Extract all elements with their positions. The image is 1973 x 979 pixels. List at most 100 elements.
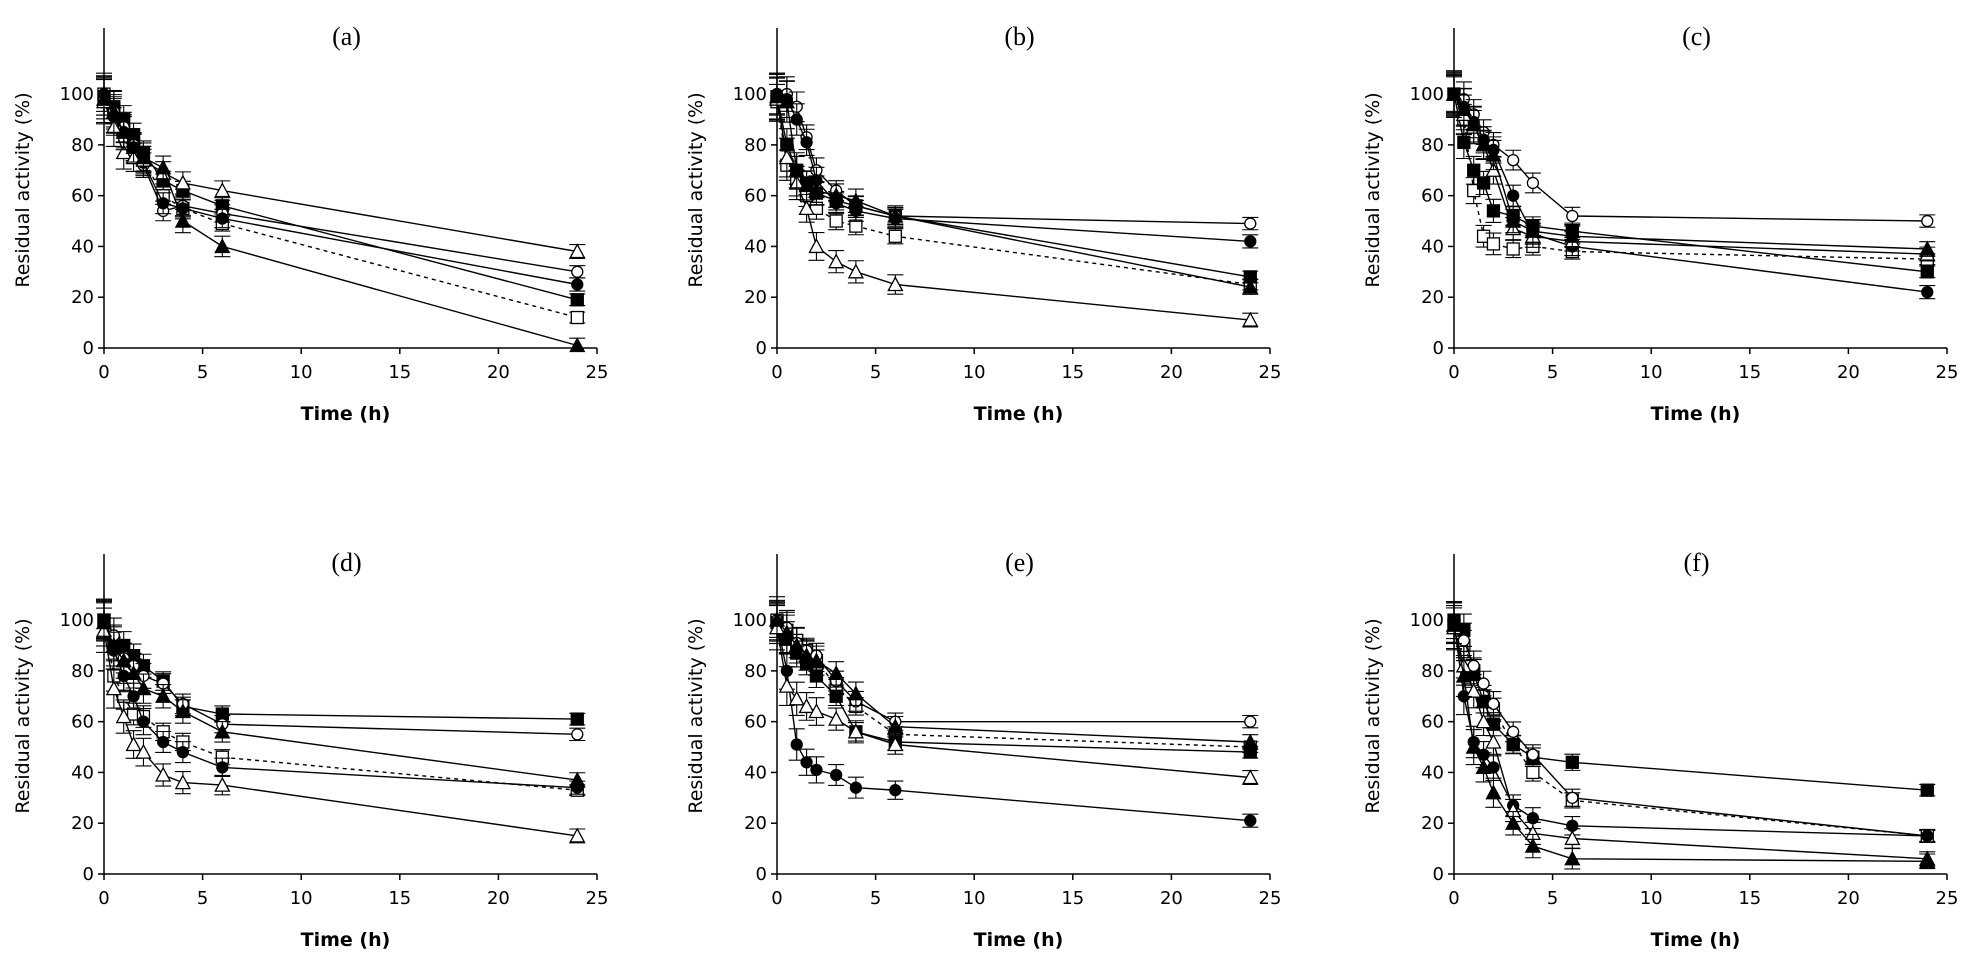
data-point-circle — [790, 738, 803, 751]
data-point-triangle — [1524, 837, 1541, 853]
data-point-circle — [1244, 235, 1257, 248]
data-point-triangle — [214, 723, 231, 739]
series-open-square — [1446, 76, 1936, 266]
data-point-triangle — [778, 677, 795, 693]
data-point-circle — [1507, 725, 1520, 738]
data-point-circle — [1507, 189, 1520, 202]
y-tick-label: 0 — [756, 338, 767, 359]
data-point-circle — [216, 212, 229, 225]
x-tick-label: 5 — [870, 888, 881, 909]
data-point-triangle — [135, 743, 152, 759]
data-point-circle — [1244, 814, 1257, 827]
y-tick-label: 20 — [1421, 813, 1444, 834]
x-tick-label: 20 — [1837, 888, 1860, 909]
data-point-triangle — [768, 611, 786, 627]
x-tick-label: 0 — [98, 362, 109, 383]
data-point-square — [888, 229, 902, 243]
y-tick-label: 80 — [1421, 661, 1444, 682]
data-point-triangle — [214, 182, 231, 198]
x-tick-label: 20 — [1160, 888, 1183, 909]
data-point-triangle — [1475, 713, 1492, 729]
data-point-triangle — [1505, 212, 1522, 228]
series-open-circle — [1446, 73, 1936, 228]
series-line — [776, 622, 1251, 753]
data-point-triangle — [1445, 85, 1463, 101]
y-tick-label: 40 — [1421, 236, 1444, 257]
data-point-circle — [1487, 697, 1500, 711]
data-point-circle — [571, 278, 584, 291]
series-filled-triangle — [95, 75, 586, 353]
data-point-circle — [810, 763, 823, 777]
data-point-square — [1467, 163, 1481, 177]
data-point-triangle — [135, 680, 152, 696]
data-point-circle — [830, 768, 843, 782]
x-tick-label: 15 — [388, 362, 411, 383]
series-line — [776, 96, 1251, 278]
data-point-triangle — [1919, 240, 1936, 256]
data-point-square — [570, 293, 584, 307]
x-tick-label: 10 — [290, 888, 313, 909]
data-point-circle — [1921, 214, 1934, 228]
x-tick-label: 25 — [1936, 362, 1959, 383]
data-point-triangle — [125, 665, 142, 681]
series-line — [103, 619, 578, 791]
series-filled-circle — [96, 598, 586, 795]
data-point-square — [570, 310, 584, 325]
data-point-triangle — [1465, 116, 1482, 132]
x-tick-label: 0 — [98, 888, 109, 909]
series-filled-triangle — [768, 72, 1259, 295]
chart-panel-5: 0 20 40 60 80 100 0 5 10 15 20 25 (f) Time (h) Residua… — [1362, 548, 1958, 951]
x-tick-label: 10 — [963, 362, 986, 383]
series-open-triangle — [95, 79, 586, 259]
data-point-triangle — [828, 665, 845, 681]
y-axis-label: Residual activity (%) — [12, 618, 34, 813]
data-point-triangle — [214, 238, 231, 254]
x-tick-label: 5 — [870, 362, 881, 383]
data-point-square — [1476, 176, 1491, 190]
data-point-triangle — [808, 652, 825, 668]
data-point-triangle — [569, 771, 586, 787]
data-point-triangle — [105, 637, 122, 653]
data-point-circle — [1566, 209, 1579, 223]
data-point-triangle — [95, 90, 113, 106]
y-tick-label: 60 — [1421, 186, 1444, 207]
data-point-triangle — [798, 199, 815, 215]
series-line — [776, 627, 1251, 779]
data-point-circle — [1244, 715, 1257, 728]
y-tick-label: 100 — [733, 84, 767, 105]
x-tick-label: 15 — [1738, 888, 1761, 909]
data-point-circle — [157, 735, 170, 749]
data-point-triangle — [828, 187, 845, 203]
y-tick-label: 100 — [1410, 610, 1444, 631]
x-axis-label: Time (h) — [974, 929, 1064, 951]
x-tick-label: 10 — [1640, 362, 1663, 383]
data-point-triangle — [155, 687, 172, 703]
data-point-triangle — [135, 149, 152, 165]
x-tick-label: 25 — [586, 888, 609, 909]
data-point-triangle — [887, 736, 904, 752]
series-line — [103, 101, 578, 253]
panel-title: (e) — [1005, 548, 1034, 577]
x-tick-label: 15 — [1738, 362, 1761, 383]
data-point-triangle — [174, 703, 191, 719]
x-tick-label: 5 — [197, 888, 208, 909]
series-open-triangle — [768, 605, 1259, 785]
series-line — [103, 622, 578, 781]
series-filled-triangle — [95, 598, 586, 788]
y-tick-label: 80 — [71, 135, 94, 156]
y-axis-label: Residual activity (%) — [685, 618, 707, 813]
data-point-triangle — [778, 624, 795, 640]
data-point-triangle — [1242, 278, 1259, 294]
y-tick-label: 80 — [71, 661, 94, 682]
series-open-circle — [769, 599, 1259, 731]
series-open-circle — [1446, 602, 1936, 843]
data-point-triangle — [569, 337, 586, 353]
data-point-triangle — [1455, 667, 1472, 683]
x-tick-label: 25 — [1259, 888, 1282, 909]
series-open-square — [1446, 607, 1936, 843]
y-axis-label: Residual activity (%) — [1362, 92, 1384, 287]
series-line — [1453, 93, 1928, 222]
data-point-triangle — [1919, 852, 1936, 868]
x-axis-label: Time (h) — [301, 403, 391, 425]
data-point-square — [1486, 237, 1501, 251]
